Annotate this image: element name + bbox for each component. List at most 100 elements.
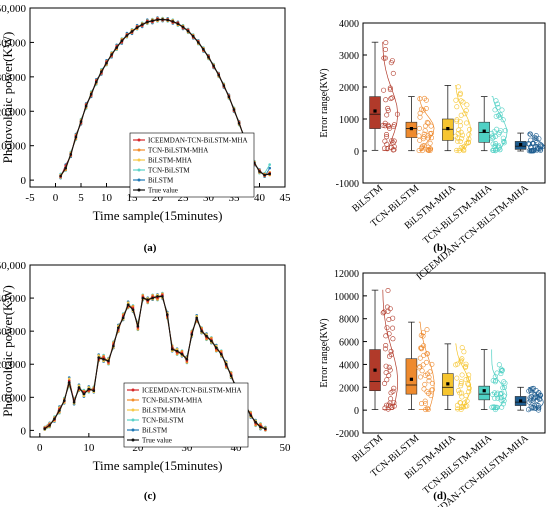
- scatter-point: [427, 140, 433, 146]
- panel-label-c: (c): [144, 490, 157, 502]
- scatter-point: [456, 127, 462, 133]
- scatter-point: [390, 336, 396, 342]
- legend-marker: [131, 408, 135, 412]
- data-point: [131, 308, 135, 312]
- scatter-point: [500, 117, 506, 123]
- scatter-point: [383, 333, 389, 339]
- scatter-point: [384, 325, 390, 331]
- y-tick-label: 50,000: [0, 3, 27, 15]
- data-point: [180, 353, 184, 356]
- scatter-point: [457, 139, 463, 145]
- scatter-point: [422, 401, 428, 407]
- data-point: [59, 174, 62, 178]
- scatter-point: [382, 55, 388, 61]
- scatter-point: [383, 132, 389, 138]
- legend-label: True value: [148, 187, 178, 195]
- panel-label-d: (d): [433, 490, 447, 502]
- scatter-point: [453, 97, 459, 103]
- scatter-point: [428, 123, 434, 129]
- scatter-point: [466, 389, 472, 395]
- scatter-point: [382, 46, 388, 52]
- legend-label: ICEEMDAN-TCN-BiLSTM-MHA: [148, 137, 248, 145]
- scatter-point: [463, 363, 469, 369]
- scatter-point: [459, 394, 465, 400]
- scatter-point: [454, 361, 460, 367]
- scatter-point: [384, 377, 390, 383]
- legend-marker: [131, 418, 135, 422]
- data-point: [207, 55, 210, 59]
- scatter-point: [501, 384, 507, 390]
- scatter-point: [532, 134, 538, 140]
- box-mean-marker: [373, 368, 377, 372]
- scatter-point: [462, 400, 468, 406]
- data-point: [258, 170, 261, 173]
- scatter-point: [458, 112, 464, 118]
- scatter-point: [421, 386, 427, 392]
- scatter-point: [417, 114, 423, 120]
- box-mean-marker: [409, 377, 414, 381]
- scatter-point: [457, 123, 463, 129]
- data-point: [259, 425, 262, 429]
- scatter-point: [416, 125, 422, 131]
- scatter-point: [422, 123, 428, 129]
- scatter-point: [455, 135, 461, 141]
- scatter-point: [534, 147, 540, 153]
- scatter-point: [455, 388, 461, 394]
- plot-frame: [362, 272, 546, 434]
- data-point: [229, 374, 233, 378]
- scatter-point: [458, 357, 464, 363]
- scatter-point: [458, 400, 464, 406]
- box-mean-marker: [409, 127, 414, 131]
- data-point: [166, 18, 169, 22]
- data-point: [232, 108, 236, 111]
- data-point: [197, 41, 200, 44]
- legend-marker: [137, 168, 141, 172]
- legend-marker: [137, 138, 141, 142]
- x-tick-label: -5: [25, 192, 35, 204]
- scatter-point: [534, 397, 540, 403]
- scatter-point: [387, 367, 393, 373]
- scatter-point: [459, 132, 465, 138]
- data-point: [217, 73, 220, 77]
- panel-c-line-chart: 0 10 20 30 40 50 0 10,000 20,000 30,000 40,000 50,0…: [0, 260, 291, 473]
- scatter-point: [419, 345, 425, 351]
- plot-frame: [362, 22, 546, 184]
- y-tick-label: 30,000: [0, 326, 27, 338]
- scatter-point: [420, 136, 426, 142]
- data-point: [171, 20, 175, 23]
- scatter-point: [493, 377, 499, 383]
- data-point: [151, 296, 154, 300]
- legend-label: True value: [142, 437, 172, 445]
- scatter-point: [416, 365, 422, 371]
- scatter-point: [391, 138, 397, 144]
- scatter-point: [386, 331, 392, 337]
- box-mean-marker: [482, 389, 486, 393]
- scatter-point: [463, 361, 469, 367]
- scatter-point: [455, 406, 461, 412]
- scatter-point: [464, 140, 470, 146]
- box-mean-marker: [373, 109, 377, 113]
- scatter-point: [385, 108, 391, 114]
- y-tick-label: 4000: [339, 19, 359, 30]
- scatter-point: [527, 131, 533, 137]
- scatter-point: [531, 396, 537, 402]
- data-point: [268, 166, 272, 170]
- panel-label-b: (b): [433, 242, 447, 254]
- data-point: [105, 61, 108, 65]
- scatter-point: [527, 395, 533, 401]
- data-point: [64, 166, 67, 170]
- scatter-point: [426, 378, 432, 384]
- y-tick-label: 2000: [339, 383, 359, 394]
- scatter-point: [388, 60, 394, 66]
- scatter-point: [385, 105, 391, 111]
- y-tick-label: 10,000: [0, 392, 27, 404]
- scatter-point: [528, 386, 534, 392]
- scatter-point: [459, 345, 465, 351]
- scatter-point: [386, 372, 392, 378]
- y-tick-label: 0: [21, 425, 27, 437]
- data-point: [135, 26, 139, 29]
- scatter-point: [383, 363, 389, 369]
- legend-label: BiLSTM: [148, 177, 174, 185]
- scatter-point: [385, 122, 391, 128]
- scatter-point: [465, 376, 471, 382]
